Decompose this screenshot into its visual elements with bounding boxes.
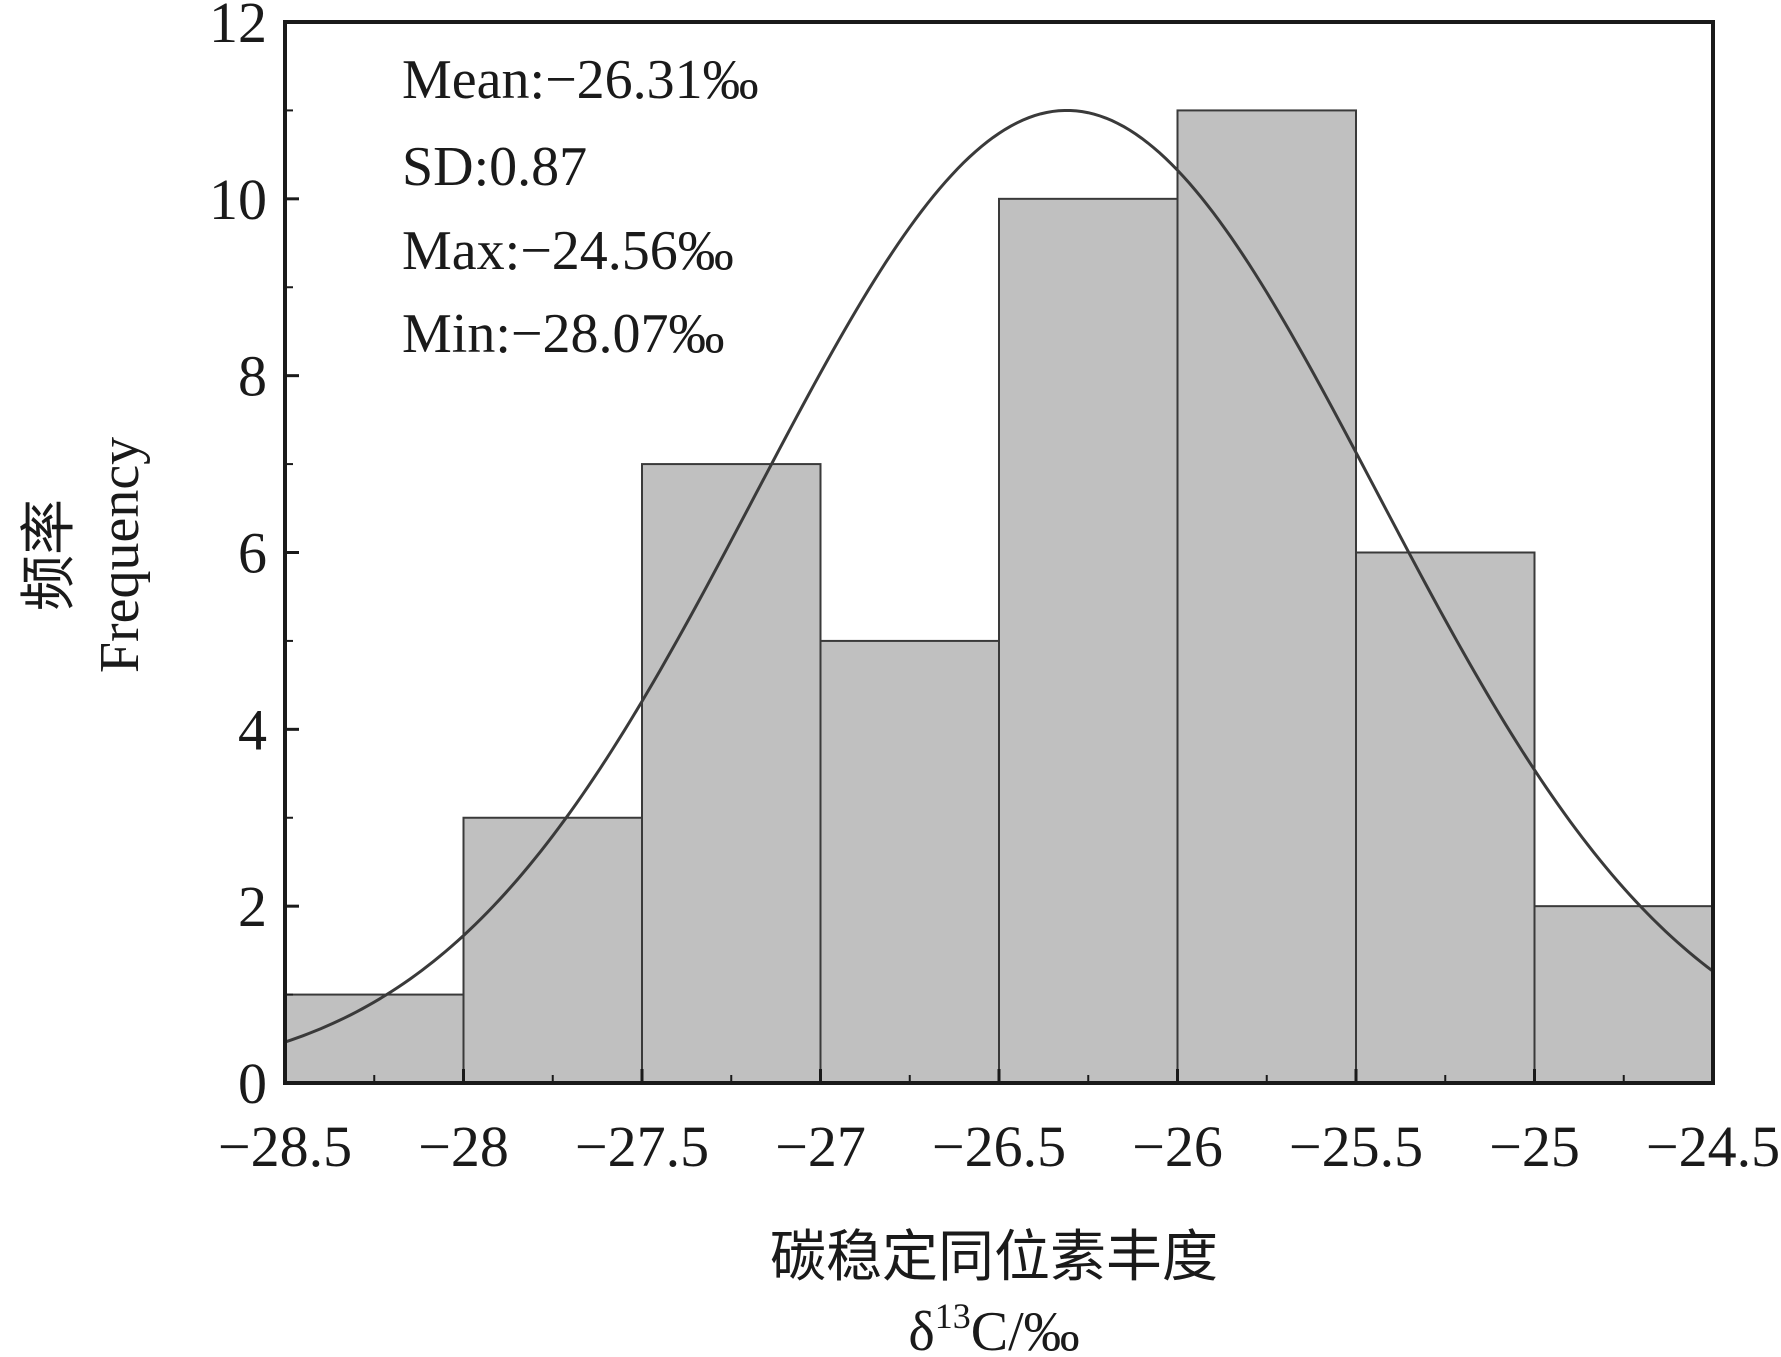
histogram-bar (1355, 551, 1536, 1084)
x-axis-title-delta: δ (908, 1301, 934, 1357)
normal-curve (284, 108, 1714, 1044)
stat-min: Min:−28.07‰ (402, 303, 725, 365)
histogram-bar (998, 197, 1179, 1085)
y-axis-title: 频率 Frequency (19, 437, 151, 673)
stat-max: Max:−24.56‰ (402, 220, 734, 282)
y-tick-label: 8 (238, 344, 267, 409)
y-tick-label: 0 (238, 1051, 267, 1116)
y-axis-title-en: Frequency (89, 437, 151, 673)
histogram-bar (1533, 905, 1714, 1085)
x-tick-label: −25 (1489, 1114, 1580, 1179)
y-tick-label: 10 (209, 167, 267, 232)
stat-sd: SD:0.87 (402, 136, 587, 198)
x-axis-title-tail: C/‰ (971, 1301, 1080, 1357)
histogram-bar (641, 463, 822, 1085)
x-tick-label: −24.5 (1646, 1114, 1780, 1179)
bars-layer (284, 109, 1714, 1085)
y-tick-label: 4 (238, 697, 267, 762)
x-tick-label: −26.5 (932, 1114, 1066, 1179)
x-axis-title-sup: 13 (935, 1296, 971, 1336)
x-tick-label: −28.5 (218, 1114, 352, 1179)
x-tick-label: −26 (1132, 1114, 1223, 1179)
x-axis-title: 碳稳定同位素丰度 δ13C/‰ (770, 1227, 1218, 1357)
histogram-bar (1176, 109, 1357, 1084)
x-tick-label: −27.5 (575, 1114, 709, 1179)
x-tick-label: −28 (418, 1114, 509, 1179)
histogram-bar (819, 639, 1000, 1085)
x-axis-title-unit: δ13C/‰ (908, 1296, 1079, 1357)
y-tick-label: 2 (238, 874, 267, 939)
histogram-bar (284, 993, 465, 1084)
tick-labels-layer: −28.5 −28 −27.5 −27 −26.5 −26 −25.5 −25 −24.5 0 2 4… (209, 0, 1780, 1179)
histogram-bar (462, 816, 643, 1084)
stats-box: Mean:−26.31‰ SD:0.87 Max:−24.56‰ Min:−28… (402, 49, 759, 365)
y-tick-label: 6 (238, 521, 267, 586)
x-tick-label: −25.5 (1289, 1114, 1423, 1179)
x-tick-label: −27 (775, 1114, 866, 1179)
y-tick-label: 12 (209, 0, 267, 55)
stat-mean: Mean:−26.31‰ (402, 49, 759, 111)
x-axis-title-cn: 碳稳定同位素丰度 (770, 1227, 1218, 1289)
ticks-layer (283, 20, 1715, 1085)
y-axis-title-cn: 频率 (19, 499, 81, 611)
